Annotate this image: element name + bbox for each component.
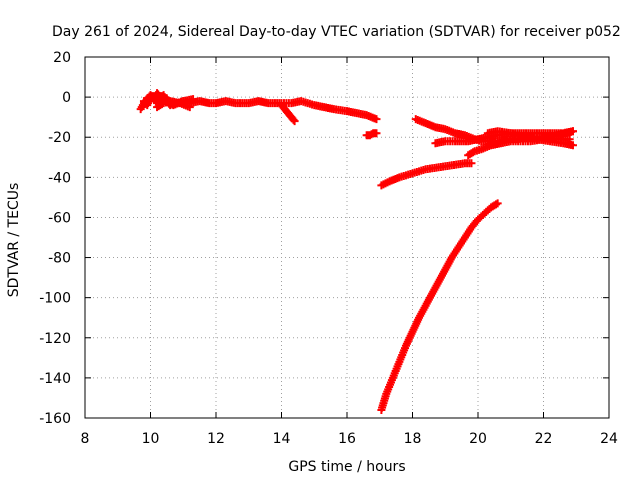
chart-title: Day 261 of 2024, Sidereal Day-to-day VTE… [52, 24, 621, 40]
data-marks [136, 89, 577, 414]
data-point [568, 141, 577, 150]
data-point [289, 115, 298, 124]
y-tick-label: -160 [39, 411, 71, 427]
y-tick-label: -100 [39, 291, 71, 307]
x-tick-label: 14 [273, 431, 291, 447]
y-axis-label: SDTVAR / TECUs [6, 183, 22, 298]
y-tick-label: -80 [48, 251, 71, 267]
x-tick-label: 10 [142, 431, 160, 447]
series-track-c [153, 97, 194, 112]
data-point [492, 200, 501, 209]
y-tick-label: -20 [48, 130, 71, 146]
data-point [372, 115, 381, 124]
y-tick-label: -60 [48, 210, 71, 226]
data-point [493, 199, 502, 208]
series-track-j [483, 127, 577, 150]
data-point [467, 159, 476, 168]
y-tick-label: 0 [62, 90, 71, 106]
x-tick-label: 16 [338, 431, 356, 447]
x-axis-label: GPS time / hours [288, 459, 405, 475]
x-tick-label: 8 [81, 431, 90, 447]
data-point [185, 103, 194, 112]
data-point [290, 117, 299, 126]
series-track-k [377, 199, 502, 414]
grid-lines [85, 57, 609, 418]
series-track-e [362, 129, 381, 140]
data-point [568, 127, 577, 136]
x-tick-label: 22 [535, 431, 553, 447]
x-tick-label: 18 [404, 431, 422, 447]
x-tick-label: 12 [207, 431, 225, 447]
series-track-d [277, 101, 299, 126]
y-tick-label: -140 [39, 371, 71, 387]
y-tick-label: -40 [48, 170, 71, 186]
y-tick-label: -120 [39, 331, 71, 347]
data-point [189, 95, 198, 104]
data-point [372, 129, 381, 138]
series-track-f [377, 159, 476, 190]
axis-ticks: 8 10 12 14 16 18 20 22 24 20 0 -20 -40 -60 -80 -100 -120… [39, 50, 618, 447]
y-tick-label: 20 [53, 50, 71, 66]
x-tick-label: 24 [600, 431, 618, 447]
x-tick-label: 20 [469, 431, 487, 447]
